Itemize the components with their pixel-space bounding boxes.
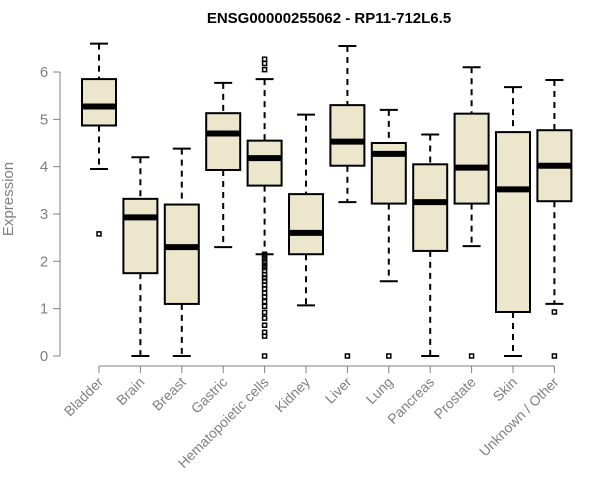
outlier-point [261, 56, 268, 62]
y-tick-label: 4 [40, 159, 48, 176]
y-tick-label: 1 [40, 301, 48, 318]
chart-title: ENSG00000255062 - RP11-712L6.5 [207, 10, 451, 27]
x-tick-label: Liver [322, 374, 355, 407]
box-brain [122, 156, 159, 357]
box-breast [163, 147, 200, 357]
box-kidney [288, 113, 324, 307]
box-unknown-other [536, 79, 573, 359]
y-tick-label: 3 [40, 206, 48, 223]
outlier-point [261, 66, 268, 73]
outlier-point [261, 60, 268, 67]
x-tick-label: Unknown / Other [476, 374, 562, 460]
y-tick-label: 0 [40, 348, 48, 365]
x-tick-label: Brain [113, 374, 147, 408]
outlier-point [261, 303, 268, 310]
outlier-point [261, 259, 268, 266]
x-tick-label: Lung [363, 374, 396, 407]
box-liver [329, 44, 366, 359]
iqr-box [329, 104, 366, 167]
outlier-point [261, 353, 268, 359]
outlier-point [96, 231, 102, 237]
box-hematopoietic-cells [246, 56, 283, 359]
iqr-box [122, 197, 159, 275]
x-tick-label: Bladder [61, 374, 107, 420]
iqr-box [163, 203, 200, 305]
box-bladder [81, 42, 117, 237]
outlier-point [261, 322, 268, 328]
box-gastric [205, 81, 242, 249]
outlier-point [386, 353, 392, 359]
outlier-point [551, 353, 558, 359]
outlier-point [261, 298, 268, 305]
box-prostate [453, 66, 490, 359]
y-axis-label: Expression [0, 162, 17, 236]
box-lung [370, 108, 407, 359]
iqr-box [246, 139, 283, 187]
iqr-box [495, 131, 531, 313]
box-skin [495, 86, 531, 357]
outlier-point [261, 294, 268, 300]
y-tick-label: 2 [40, 253, 48, 270]
x-tick-label: Prostate [431, 374, 479, 422]
iqr-box [288, 193, 324, 256]
outlier-point [344, 353, 351, 359]
x-tick-label: Breast [149, 374, 189, 414]
plot-area [81, 42, 573, 359]
outlier-point [261, 286, 268, 292]
outlier-point [468, 353, 475, 359]
x-tick-label: Kidney [272, 374, 314, 416]
y-tick-label: 5 [40, 111, 48, 128]
outlier-point [261, 309, 268, 316]
outlier-point [261, 333, 268, 339]
iqr-box [205, 112, 242, 171]
y-tick-label: 6 [40, 64, 48, 81]
box-pancreas [412, 133, 449, 357]
outlier-point [551, 309, 558, 315]
outlier-point [261, 315, 268, 321]
iqr-box [81, 78, 117, 127]
iqr-box [453, 112, 490, 205]
x-tick-label: Skin [490, 374, 521, 405]
iqr-box [412, 163, 449, 252]
